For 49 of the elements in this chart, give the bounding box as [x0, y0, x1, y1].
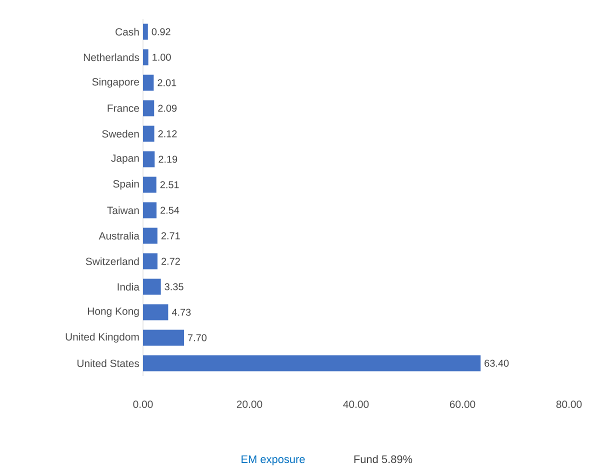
- y-tick-label: United Kingdom: [66, 332, 139, 343]
- data-label: 63.40: [484, 360, 509, 367]
- bar: [143, 253, 158, 270]
- data-label: 2.09: [158, 104, 177, 112]
- bar: [143, 74, 154, 91]
- bar: [143, 49, 148, 66]
- bar: [143, 278, 161, 295]
- data-label: 2.01: [158, 79, 176, 86]
- bar: [143, 100, 154, 116]
- y-tick-label: India: [118, 282, 140, 291]
- x-tick-label: 0.00: [133, 400, 153, 408]
- bar: [143, 151, 155, 168]
- data-label: 4.73: [172, 308, 191, 316]
- y-tick-label: Switzerland: [86, 257, 139, 266]
- x-tick-label: 80.00: [556, 400, 582, 408]
- bar: [143, 176, 156, 193]
- y-tick-label: United States: [77, 359, 140, 368]
- y-tick-label: Singapore: [92, 78, 139, 88]
- text: EM exposure: [242, 455, 305, 466]
- data-label: 3.35: [164, 283, 184, 290]
- bar: [143, 330, 184, 346]
- bar: [143, 304, 168, 320]
- data-label: 2.19: [158, 156, 178, 163]
- y-tick-label: Netherlands: [84, 53, 140, 62]
- data-label: 2.54: [160, 206, 180, 214]
- bar: [143, 24, 148, 40]
- data-label: 7.70: [188, 334, 207, 342]
- data-label: 2.72: [162, 258, 180, 265]
- data-label: 2.12: [158, 130, 177, 138]
- y-tick-label: Hong Kong: [88, 308, 139, 317]
- y-tick-label: France: [108, 104, 140, 112]
- y-tick-label: Sweden: [102, 130, 139, 138]
- y-tick-label: Taiwan: [107, 206, 139, 214]
- y-tick-label: Cash: [116, 28, 139, 36]
- y-tick-label: Spain: [113, 180, 139, 190]
- data-label: 0.92: [152, 28, 170, 36]
- y-tick-label: Australia: [98, 232, 140, 240]
- x-tick-label: 40.00: [343, 400, 369, 408]
- text: Fund 5.89%: [354, 455, 412, 464]
- x-tick-label: 60.00: [450, 400, 476, 408]
- bar: [143, 126, 154, 142]
- x-tick-label: 20.00: [236, 400, 262, 408]
- data-label: 1.00: [152, 54, 171, 61]
- data-label: 2.51: [160, 181, 179, 188]
- y-tick-label: Japan: [111, 154, 139, 164]
- bar: [143, 355, 481, 372]
- bar: [143, 228, 158, 244]
- bar: [143, 202, 157, 218]
- data-label: 2.71: [161, 232, 180, 240]
